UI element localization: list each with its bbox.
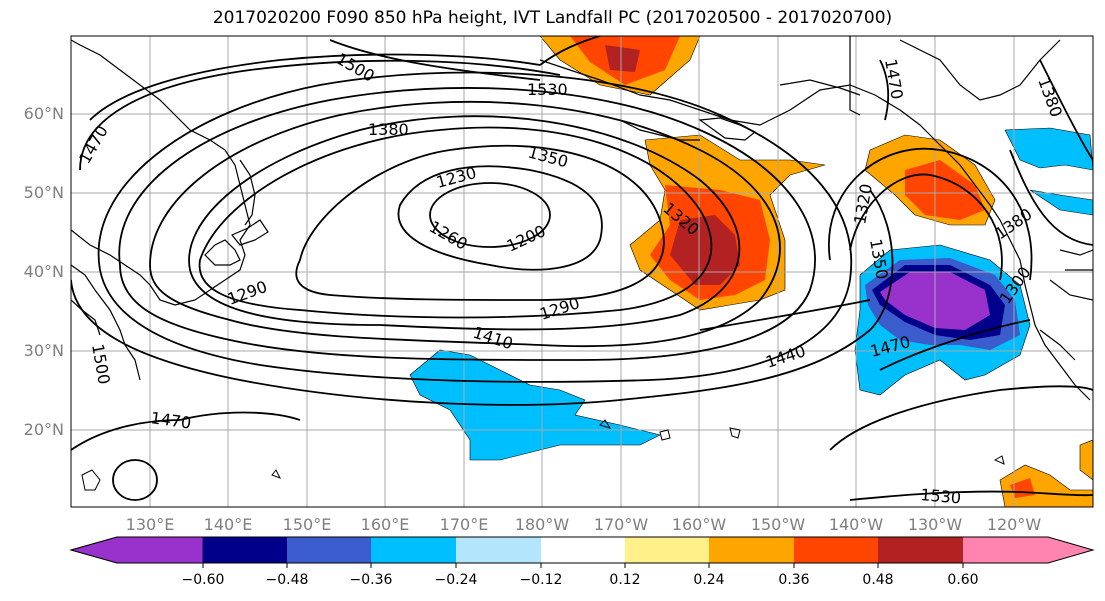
colorbar-tick-label: −0.24 (434, 572, 478, 588)
lon-label: 170°W (593, 515, 649, 534)
colorbar-segment (625, 537, 709, 563)
lat-label-40n: 40°N (23, 262, 64, 281)
height-contours (71, 36, 1093, 501)
colorbar-tick-label: −0.48 (265, 572, 309, 588)
colorbar-outline (69, 536, 1095, 564)
lon-label: 160°E (360, 515, 410, 534)
contour-label: 1380 (368, 120, 409, 139)
lon-label: 150°E (282, 515, 332, 534)
colorbar-segment (709, 537, 794, 563)
lon-label: 180°W (514, 515, 570, 534)
contour-label: 1530 (527, 80, 568, 99)
lat-label-30n: 30°N (23, 341, 64, 360)
ivt-negative-northeast (1004, 127, 1093, 216)
colorbar-segment (69, 536, 204, 564)
lon-label: 130°E (125, 515, 175, 534)
lon-label: 140°W (828, 515, 884, 534)
lat-label-60n: 60°N (23, 104, 64, 123)
contour-label: 1530 (920, 485, 962, 507)
colorbar-tick-label: −0.36 (349, 572, 393, 588)
colorbar-segment (794, 537, 878, 563)
colorbar-segment (541, 537, 625, 563)
colorbar-tick-label: −0.60 (181, 572, 225, 588)
colorbar-segment (963, 537, 1093, 563)
colorbar-segment (287, 537, 371, 563)
lon-label: 130°W (907, 515, 963, 534)
colorbar-tick-label: 0.12 (609, 572, 641, 588)
colorbar-tick-label: 0.48 (862, 572, 894, 588)
ivt-negative-california (854, 244, 1031, 396)
lon-label: 160°W (671, 515, 727, 534)
lon-label: 120°W (986, 515, 1042, 534)
lon-label: 140°E (203, 515, 253, 534)
map-title: 2017020200 F090 850 hPa height, IVT Land… (212, 8, 893, 28)
colorbar-segment (456, 537, 541, 563)
colorbar-tick-label: −0.12 (519, 572, 563, 588)
islands (81, 419, 1005, 491)
lon-label: 170°E (439, 515, 489, 534)
colorbar-segment (203, 537, 287, 563)
colorbar-segment (878, 537, 963, 563)
lon-label: 150°W (750, 515, 806, 534)
colorbar-tick-label: 0.36 (778, 572, 810, 588)
map-frame (70, 35, 1094, 508)
colorbar (69, 536, 1095, 568)
colorbar-tick-label: 0.24 (693, 572, 725, 588)
colorbar-tick-label: 0.60 (947, 572, 979, 588)
ivt-positive-north-asia (539, 36, 701, 96)
ivt-positive-central-pacific (629, 134, 826, 311)
coastlines (71, 36, 1093, 401)
lat-label-50n: 50°N (23, 183, 64, 202)
gridlines (71, 36, 1093, 507)
colorbar-segment (371, 537, 456, 563)
lat-label-20n: 20°N (23, 420, 64, 439)
